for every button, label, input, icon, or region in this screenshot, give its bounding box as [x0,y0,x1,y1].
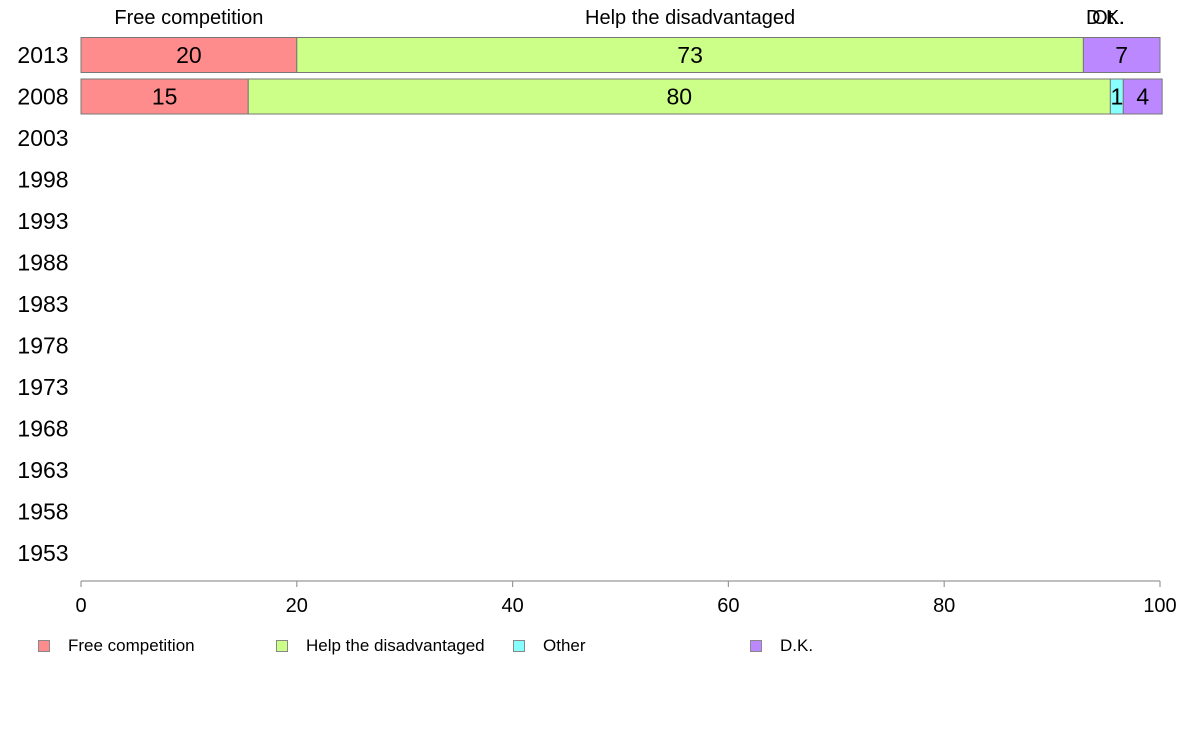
legend-swatch [750,640,762,652]
category-label: 2003 [17,125,68,151]
legend-swatch [513,640,525,652]
x-tick-label: 20 [286,595,308,617]
series-top-label: D.K. [1086,7,1125,29]
legend-item: Help the disadvantaged [276,636,485,656]
category-label: 1963 [17,457,68,483]
legend-label: D.K. [780,636,814,655]
data-label: 7 [1115,42,1128,68]
data-label: 73 [677,42,703,68]
data-label: 80 [667,84,693,110]
legend-item: Free competition [38,636,195,656]
category-label: 1983 [17,291,68,317]
data-label: 4 [1136,84,1149,110]
category-label: 1988 [17,250,68,276]
x-tick-label: 100 [1143,595,1176,617]
category-label: 1953 [17,540,68,566]
series-top-label: Ot.. [1092,7,1124,29]
category-label: 1973 [17,374,68,400]
legend-label: Help the disadvantaged [306,636,485,655]
bar-segment [296,37,1084,73]
legend-swatch [276,640,288,652]
data-label: 1 [1110,84,1123,110]
series-top-label: Help the disadvantaged [585,7,795,29]
x-tick-label: 40 [501,595,523,617]
bar-segment [1122,78,1163,115]
category-label: 1958 [17,499,68,525]
legend-label: Free competition [68,636,195,655]
bar-segment [247,78,1111,115]
category-label: 1998 [17,167,68,193]
legend-label: Other [543,636,586,655]
x-tick-label: 80 [933,595,955,617]
category-label: 1993 [17,208,68,234]
data-label: 20 [176,42,202,68]
legend-item: Other [513,636,586,656]
category-label: 1978 [17,333,68,359]
legend-item: D.K. [750,636,813,656]
bar-segment [1082,37,1161,73]
category-label: 2008 [17,84,68,110]
bar-segment [80,37,298,73]
x-tick-label: 60 [717,595,739,617]
series-top-label: Free competition [114,7,263,29]
x-tick-label: 0 [75,595,86,617]
legend: Free competition Help the disadvantaged Ot… [38,636,1138,658]
category-label: 2013 [17,42,68,68]
category-label: 1968 [17,416,68,442]
data-label: 15 [152,84,178,110]
stacked-bar-chart: 2013 2008 2003 1998 1993 1988 1983 1978 1973 1968… [17,7,1176,617]
legend-swatch [38,640,50,652]
